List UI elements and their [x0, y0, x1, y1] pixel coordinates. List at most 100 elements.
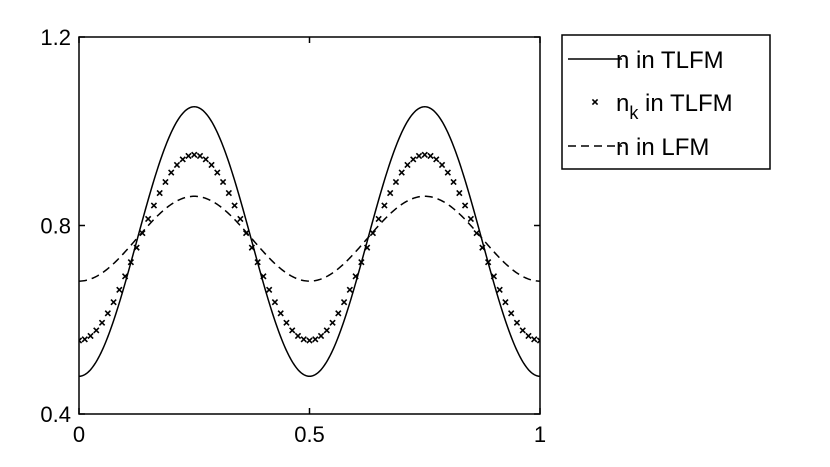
data-point [179, 156, 186, 163]
data-point [254, 259, 261, 266]
data-point [214, 169, 221, 176]
data-point [398, 169, 405, 176]
data-point [479, 244, 486, 251]
data-point [127, 259, 135, 266]
data-point [421, 151, 428, 158]
data-point [410, 156, 417, 163]
y-tick-label: 0.8 [40, 214, 71, 239]
data-point [335, 310, 342, 317]
data-point [375, 215, 382, 223]
plot-area [79, 105, 540, 378]
data-point [340, 299, 348, 306]
data-point [121, 273, 129, 280]
data-point [317, 332, 325, 340]
data-point [525, 332, 532, 340]
data-point [289, 327, 296, 334]
data-point [81, 336, 88, 343]
data-point [300, 336, 307, 343]
legend-entry: n in LFM [568, 134, 709, 161]
data-point [358, 259, 365, 266]
data-point [237, 215, 244, 223]
data-point [231, 202, 238, 209]
data-point [185, 152, 192, 160]
data-point [536, 337, 540, 344]
data-point [208, 161, 215, 169]
data-point [93, 327, 100, 334]
series-0 [79, 105, 540, 378]
data-point [352, 273, 359, 280]
data-point [202, 156, 209, 163]
data-point [196, 152, 204, 160]
data-point [104, 310, 111, 317]
data-point [168, 169, 175, 176]
data-point [519, 327, 526, 334]
series-2 [79, 195, 540, 282]
data-point [456, 189, 463, 197]
data-point [467, 215, 475, 223]
data-point [329, 319, 336, 326]
data-point [427, 152, 434, 160]
legend-label: nk in TLFM [616, 90, 733, 123]
x-tick-label: 1 [534, 422, 546, 447]
legend: n in TLFM nk in TLFM n in LFM [561, 34, 771, 170]
data-point [110, 299, 117, 306]
data-point [381, 202, 388, 209]
data-point [502, 299, 509, 306]
data-point [294, 332, 302, 340]
legend-entry: n in TLFM [568, 47, 724, 74]
data-point [156, 189, 163, 197]
data-point [219, 178, 227, 186]
data-point [387, 189, 394, 197]
data-point [225, 189, 232, 197]
data-point [415, 152, 423, 160]
data-point [433, 156, 440, 163]
data-point [265, 286, 273, 293]
data-point [508, 310, 515, 317]
data-point [404, 161, 411, 169]
data-point [173, 161, 181, 169]
data-point [484, 259, 492, 266]
data-point [116, 286, 123, 293]
axes: 0 0.5 1 0.4 0.8 1.2 [40, 25, 546, 447]
data-point [248, 244, 256, 251]
data-point [312, 336, 319, 343]
series-1 [79, 151, 540, 344]
data-point [392, 178, 400, 186]
data-point [461, 202, 469, 209]
data-point [490, 273, 498, 280]
data-point [450, 178, 457, 186]
data-point [283, 319, 290, 326]
series-line [79, 195, 540, 282]
series-line [79, 105, 540, 378]
data-point [260, 273, 267, 280]
legend-label: n in TLFM [616, 47, 724, 74]
data-point [346, 286, 354, 293]
data-point [513, 319, 521, 326]
data-point [79, 337, 83, 344]
data-point [277, 310, 284, 317]
data-point [531, 336, 538, 343]
data-point [98, 319, 106, 326]
x-tick-label: 0 [73, 422, 85, 447]
data-point [444, 169, 451, 176]
data-point [133, 244, 140, 251]
y-tick-label: 1.2 [40, 25, 71, 50]
data-point [363, 244, 371, 251]
data-point [150, 202, 158, 209]
data-point [438, 161, 446, 169]
data-point [162, 178, 169, 186]
legend-entry: nk in TLFM [591, 90, 733, 123]
data-point [144, 215, 152, 223]
data-point [191, 151, 198, 158]
y-tick-label: 0.4 [40, 402, 71, 427]
data-point [369, 229, 377, 237]
data-point [306, 337, 313, 344]
data-point [323, 327, 330, 334]
x-tick-label: 0.5 [294, 422, 325, 447]
legend-label: n in LFM [616, 134, 709, 161]
data-point [496, 286, 503, 293]
data-point [271, 299, 279, 306]
legend-marker [591, 98, 599, 106]
data-point [87, 332, 94, 340]
